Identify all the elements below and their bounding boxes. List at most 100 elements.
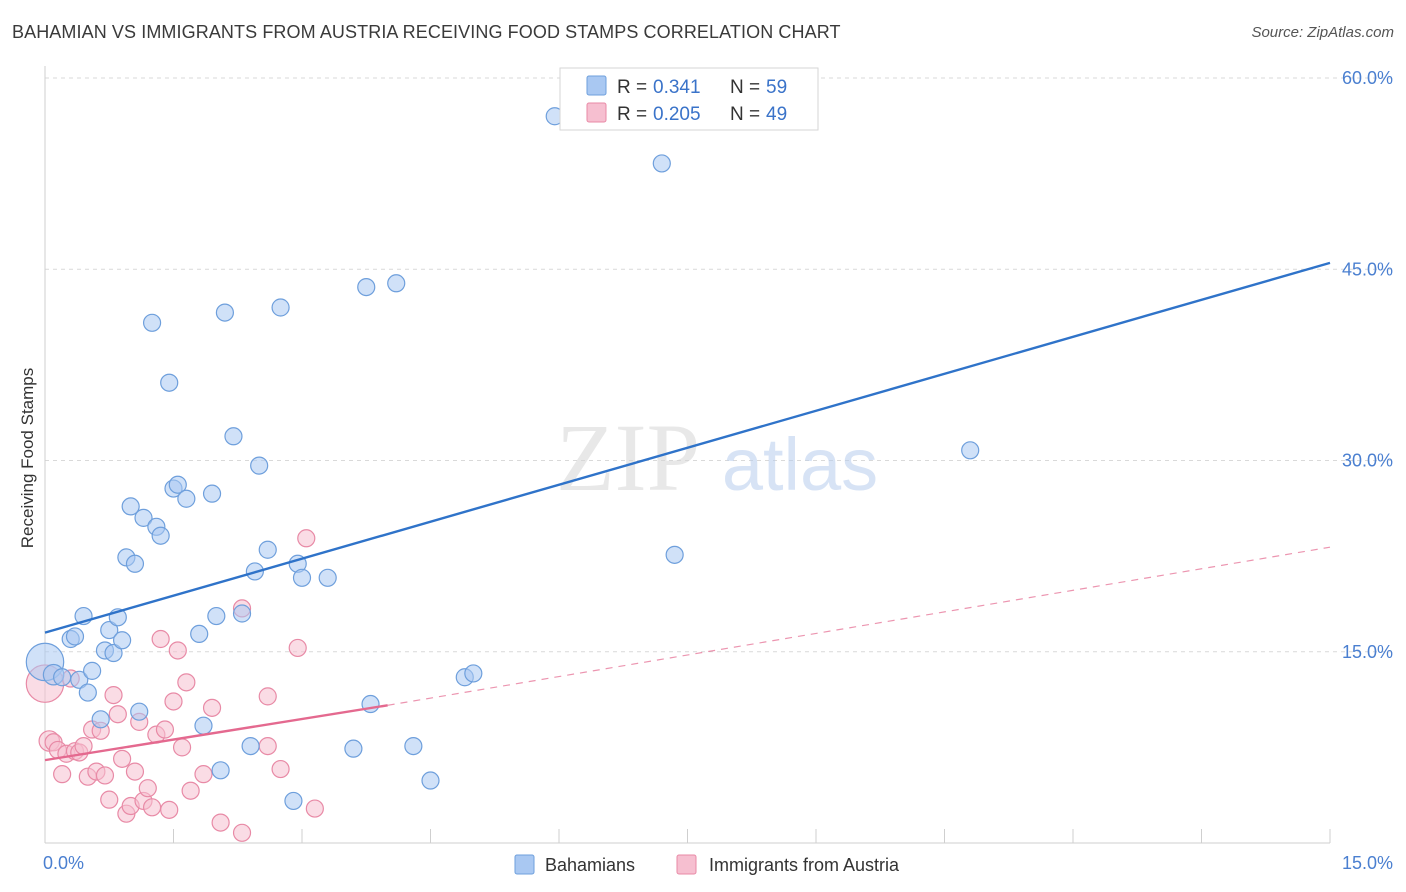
blue-point [250,456,269,475]
blue-point [421,771,440,790]
blue-point [177,489,196,508]
blue-point [104,643,123,663]
blue-point [130,702,149,721]
grid-lines [45,77,1392,653]
pink-point [288,638,307,658]
axes [44,66,1331,844]
blue-point [404,736,423,756]
blue-point [387,274,406,293]
blue-point [151,526,170,545]
y-axis-label: Receiving Food Stamps [18,368,37,548]
y-tick-label: 30.0% [1342,451,1393,471]
blue-point [83,661,102,680]
y-tick-label: 60.0% [1342,68,1393,88]
blue-point [224,427,243,446]
pink-trend-extension [387,546,1331,706]
pink-point [258,736,277,756]
pink-point [305,799,324,818]
blue-point [202,484,222,503]
pink-point [155,720,175,739]
blue-point [112,631,132,650]
pink-point [177,673,196,692]
legend-r-value-pink: 0.205 [653,104,701,125]
blue-point [211,761,230,780]
x-tick-label: 0.0% [43,853,84,873]
pink-point [142,798,162,817]
blue-point [134,508,153,527]
pink-point [181,781,200,800]
pink-trend-line [44,704,388,762]
watermark-zip: ZIP [556,404,700,511]
blue-trend-line [44,261,1331,634]
source-note: Source: ZipAtlas.com [1251,24,1394,41]
pink-point [108,705,127,724]
blue-point [344,739,363,758]
blue-point [194,716,213,735]
tick-labels: 15.0% 30.0% 45.0% 60.0% 0.0% 15.0% [43,68,1393,873]
blue-point [65,627,85,646]
legend-n-value-blue: 59 [766,77,787,98]
watermark: ZIP atlas [556,404,878,511]
blue-series-points [25,107,980,811]
pink-point [100,790,119,809]
blue-point [215,303,234,322]
pink-point [232,823,252,842]
blue-point [464,664,483,683]
pink-point [258,687,277,706]
blue-point [121,497,140,516]
correlation-legend: R = 0.341 N = 59 R = 0.205 N = 49 [559,67,819,131]
pink-point [138,779,157,798]
blue-point [70,670,89,689]
blue-point [53,668,72,687]
trend-lines [44,261,1331,762]
legend-n-label: N = [730,104,760,125]
blue-point [190,624,209,644]
y-tick-label: 45.0% [1342,259,1393,279]
series-legend-label-bahamians: Bahamians [545,855,635,875]
legend-r-label: R = [617,104,647,125]
blue-point [232,604,252,623]
legend-r-value-blue: 0.341 [653,77,701,98]
pink-point [211,813,230,832]
x-tick-label: 15.0% [1342,853,1393,873]
blue-point [271,298,290,317]
pink-point [151,629,170,649]
blue-point [91,710,110,729]
pink-point [125,762,145,781]
pink-point [172,738,192,757]
blue-point [258,540,277,559]
pink-point [271,759,290,779]
watermark-atlas: atlas [722,423,878,506]
blue-point [318,568,337,587]
pink-point [168,641,187,660]
legend-swatch-blue [586,75,607,96]
pink-series-points [25,529,324,842]
blue-point [78,683,97,702]
blue-point [168,475,187,494]
blue-point [241,736,260,756]
blue-point [160,373,179,392]
blue-point [665,545,684,564]
blue-point [357,278,376,297]
series-legend-swatch-pink [676,854,697,875]
series-legend-swatch-blue [514,854,535,875]
pink-point [53,765,72,784]
pink-point [194,765,213,784]
blue-point [292,568,312,587]
legend-n-label: N = [730,77,760,98]
blue-point [652,154,671,173]
series-legend-label-austria: Immigrants from Austria [709,855,900,875]
legend-r-label: R = [617,77,647,98]
pink-point [112,749,132,768]
pink-point [297,529,316,548]
chart-title: BAHAMIAN VS IMMIGRANTS FROM AUSTRIA RECE… [12,22,841,42]
pink-point [95,766,115,785]
pink-point [104,685,123,705]
blue-point [207,606,226,626]
legend-n-value-pink: 49 [766,104,787,125]
pink-point [160,800,179,819]
blue-point [100,620,119,640]
pink-point [164,692,183,711]
series-legend: Bahamians Immigrants from Austria [514,854,900,875]
